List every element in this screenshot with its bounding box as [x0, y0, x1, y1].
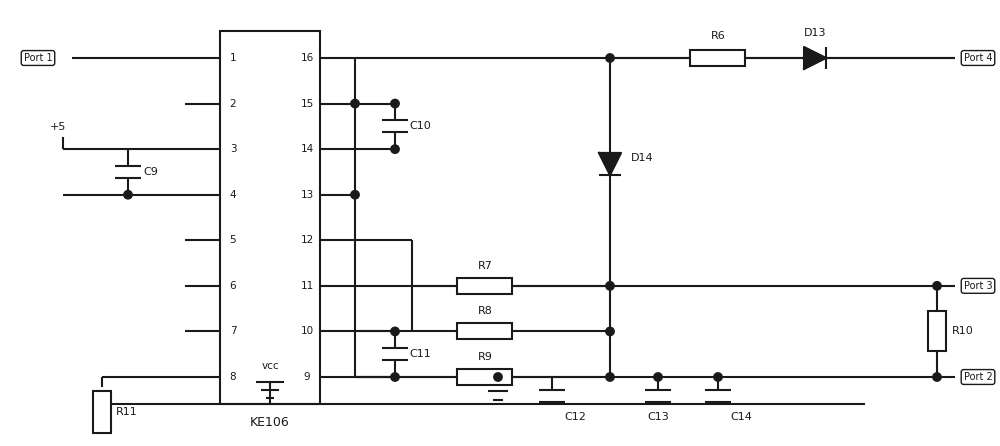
Text: Port 4: Port 4 — [964, 53, 992, 63]
Circle shape — [391, 99, 399, 108]
Text: Port 2: Port 2 — [964, 372, 992, 382]
Bar — [220, 31, 320, 404]
Text: R9: R9 — [478, 352, 492, 362]
Text: C13: C13 — [647, 412, 669, 422]
Circle shape — [351, 99, 359, 108]
Circle shape — [606, 327, 614, 336]
Text: 3: 3 — [230, 144, 236, 154]
Text: 1: 1 — [230, 53, 236, 63]
Text: +5: +5 — [50, 122, 66, 132]
Circle shape — [391, 145, 399, 153]
Text: D14: D14 — [631, 153, 653, 163]
Text: Port 1: Port 1 — [24, 53, 52, 63]
Circle shape — [391, 327, 399, 336]
Text: 8: 8 — [230, 372, 236, 382]
Text: C10: C10 — [409, 121, 431, 132]
Text: 16: 16 — [300, 53, 314, 63]
Text: C14: C14 — [730, 412, 752, 422]
Bar — [93, 391, 111, 433]
Text: 5: 5 — [230, 235, 236, 245]
Text: 12: 12 — [300, 235, 314, 245]
Text: 14: 14 — [300, 144, 314, 154]
Circle shape — [606, 373, 614, 381]
Bar — [457, 323, 512, 339]
Text: 15: 15 — [300, 99, 314, 108]
Circle shape — [606, 282, 614, 290]
Bar — [928, 311, 946, 351]
Circle shape — [494, 373, 502, 381]
Circle shape — [351, 190, 359, 199]
Text: Port 3: Port 3 — [964, 281, 992, 291]
Circle shape — [933, 282, 941, 290]
Text: D13: D13 — [804, 28, 826, 38]
Text: R11: R11 — [116, 407, 138, 417]
Text: R6: R6 — [711, 31, 725, 41]
Circle shape — [124, 190, 132, 199]
Text: R10: R10 — [952, 326, 974, 336]
Text: R8: R8 — [478, 306, 492, 316]
Text: R7: R7 — [478, 261, 492, 271]
Polygon shape — [804, 47, 826, 69]
Text: 10: 10 — [300, 326, 314, 336]
Text: 4: 4 — [230, 190, 236, 200]
Circle shape — [606, 54, 614, 62]
Bar — [457, 369, 512, 385]
Text: KE106: KE106 — [250, 417, 290, 429]
Text: 9: 9 — [304, 372, 310, 382]
Text: 7: 7 — [230, 326, 236, 336]
Text: C11: C11 — [409, 349, 431, 359]
Text: C9: C9 — [144, 167, 158, 177]
Text: 6: 6 — [230, 281, 236, 291]
Text: 13: 13 — [300, 190, 314, 200]
Text: C12: C12 — [564, 412, 586, 422]
Polygon shape — [599, 153, 621, 175]
Circle shape — [714, 373, 722, 381]
Text: vcc: vcc — [261, 361, 279, 371]
Text: 11: 11 — [300, 281, 314, 291]
Circle shape — [654, 373, 662, 381]
Circle shape — [933, 373, 941, 381]
Text: 2: 2 — [230, 99, 236, 108]
Circle shape — [391, 373, 399, 381]
Bar — [457, 278, 512, 294]
Bar — [690, 50, 745, 66]
